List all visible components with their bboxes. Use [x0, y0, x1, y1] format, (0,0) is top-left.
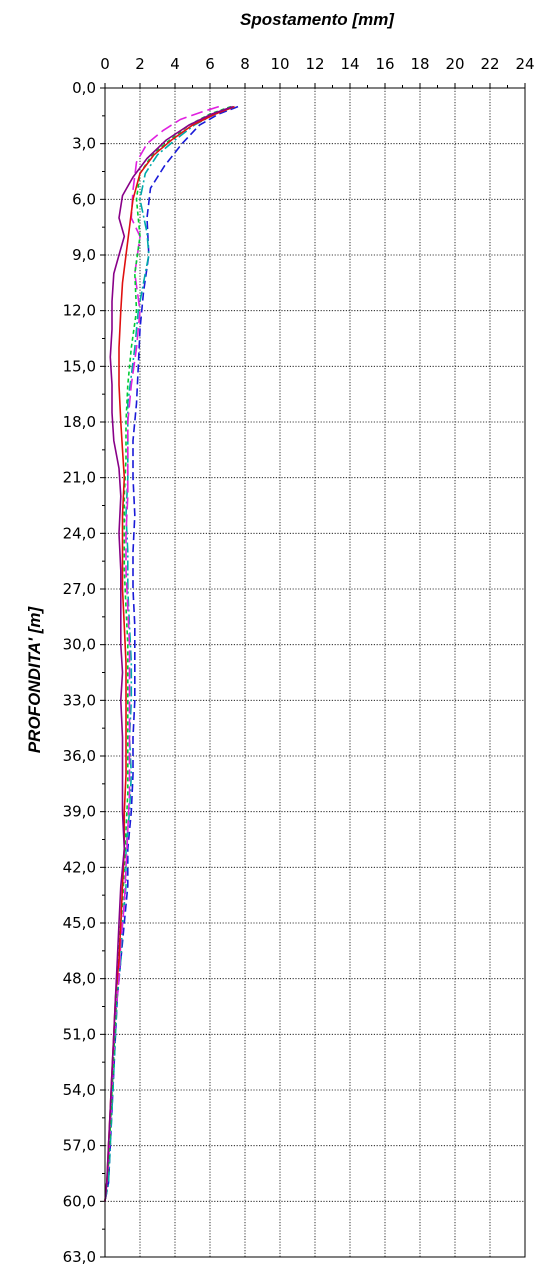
- y-tick-label: 63,0: [63, 1248, 96, 1266]
- chart-title: Spostamento [mm]: [240, 10, 395, 29]
- y-tick-label: 24,0: [63, 524, 96, 542]
- y-tick-label: 30,0: [63, 636, 96, 654]
- x-tick-label: 24: [515, 55, 534, 73]
- x-tick-label: 0: [100, 55, 110, 73]
- x-axis: 0 2 4 6 8 10 12 14 16 18 20 22 24: [100, 55, 535, 88]
- y-tick-label: 57,0: [63, 1137, 96, 1155]
- plot-frame: [104, 87, 526, 1258]
- y-tick-label: 12,0: [63, 302, 96, 320]
- y-tick-label: 36,0: [63, 747, 96, 765]
- series-line-6: [104, 105, 234, 1202]
- y-axis: 0,0 3,0 6,0 9,0 12,0 15,0 18,0 21,0 24,0 27,0 30,0…: [63, 79, 105, 1266]
- y-tick-label: 21,0: [63, 469, 96, 487]
- x-tick-label: 8: [240, 55, 250, 73]
- x-tick-label: 16: [375, 55, 394, 73]
- y-tick-label: 48,0: [63, 970, 96, 988]
- x-tick-label: 14: [340, 55, 359, 73]
- y-tick-label: 15,0: [63, 357, 96, 375]
- y-tick-label: 42,0: [63, 858, 96, 876]
- y-tick-label: 39,0: [63, 803, 96, 821]
- y-tick-label: 18,0: [63, 413, 96, 431]
- y-tick-label: 60,0: [63, 1192, 96, 1210]
- x-tick-label: 6: [205, 55, 215, 73]
- x-tick-label: 4: [170, 55, 180, 73]
- y-axis-label: PROFONDITA' [m]: [25, 605, 44, 753]
- x-tick-label: 20: [445, 55, 464, 73]
- y-tick-label: 27,0: [63, 580, 96, 598]
- x-tick-label: 18: [410, 55, 429, 73]
- y-tick-label: 0,0: [72, 79, 96, 97]
- series-line-5: [104, 105, 235, 1202]
- y-tick-label: 9,0: [72, 246, 96, 264]
- x-tick-label: 2: [135, 55, 145, 73]
- x-tick-label: 10: [270, 55, 289, 73]
- x-tick-label: 12: [305, 55, 324, 73]
- x-tick-label: 22: [480, 55, 499, 73]
- y-tick-label: 45,0: [63, 914, 96, 932]
- y-tick-label: 3,0: [72, 135, 96, 153]
- y-tick-label: 54,0: [63, 1081, 96, 1099]
- y-tick-label: 6,0: [72, 190, 96, 208]
- series-line-2: [104, 105, 235, 1202]
- grid: [105, 88, 525, 1257]
- series-group: [104, 105, 239, 1202]
- y-tick-label: 51,0: [63, 1025, 96, 1043]
- series-line-3: [104, 105, 220, 1202]
- y-tick-label: 33,0: [63, 691, 96, 709]
- series-line-4: [104, 105, 232, 1202]
